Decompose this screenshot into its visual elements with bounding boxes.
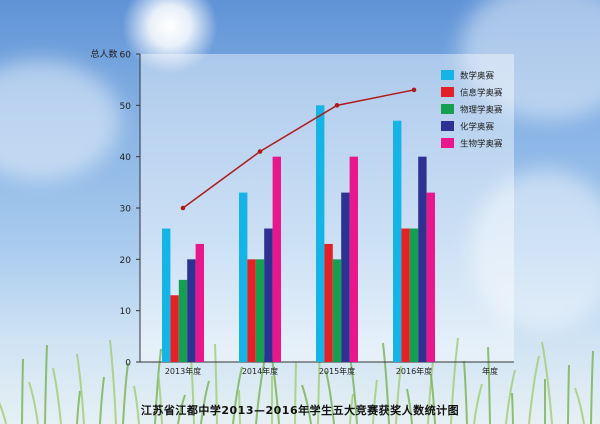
grass-blade xyxy=(382,342,390,424)
y-tick-label: 60 xyxy=(120,51,132,61)
grass-blade xyxy=(200,380,210,424)
grass-decoration xyxy=(0,337,594,424)
grass-blade xyxy=(44,344,48,424)
chart-bars xyxy=(162,105,435,362)
grass-blade xyxy=(567,364,570,424)
bar xyxy=(264,228,273,362)
y-tick-label: 10 xyxy=(120,307,132,317)
trend-line xyxy=(182,89,415,209)
bar xyxy=(349,156,358,362)
bar xyxy=(332,259,342,362)
y-tick-label: 30 xyxy=(120,205,132,215)
cloud xyxy=(470,170,600,330)
grass-blade xyxy=(505,369,516,424)
chart-title: 江苏省江都中学2013—2016年学生五大竞赛获奖人数统计图 xyxy=(140,404,460,417)
grass-blade xyxy=(487,346,491,424)
trend-point xyxy=(257,149,263,154)
legend-label: 物理学奥赛 xyxy=(460,105,503,116)
bar xyxy=(341,192,350,362)
grass-blade xyxy=(214,343,218,424)
grass-blade xyxy=(190,357,195,424)
x-tick-label: 2013年度 xyxy=(165,366,201,376)
legend-label: 化学奥赛 xyxy=(460,122,495,133)
grass-blade xyxy=(590,350,594,424)
grass-blade xyxy=(76,390,81,424)
grass-blade xyxy=(528,355,540,424)
bar xyxy=(239,192,248,362)
legend-label: 生物学奥赛 xyxy=(460,139,503,150)
bar xyxy=(316,105,325,362)
legend-swatch xyxy=(441,70,454,80)
grass-blade xyxy=(294,361,297,424)
grass-blade xyxy=(157,371,163,424)
bar xyxy=(418,156,427,362)
y-tick-label: 0 xyxy=(125,359,131,369)
grass-blade xyxy=(76,353,85,424)
grass-blade xyxy=(473,383,483,424)
y-axis-label: 总人数 xyxy=(90,48,117,60)
bar xyxy=(195,243,204,362)
bar xyxy=(187,259,196,362)
grass-blade xyxy=(28,381,39,424)
x-tick-label: 2015年度 xyxy=(319,366,355,376)
bar xyxy=(162,228,171,362)
legend-swatch xyxy=(441,87,454,97)
bar xyxy=(409,228,419,362)
legend-label: 数学奥赛 xyxy=(460,71,495,82)
grass-blade xyxy=(406,388,413,424)
x-axis-label: 年度 xyxy=(482,366,498,376)
grass-blade xyxy=(232,366,243,424)
grass-blade xyxy=(177,394,186,424)
bar xyxy=(401,228,410,362)
grass-blade xyxy=(122,362,129,424)
grass-blade xyxy=(511,392,514,424)
grass-blade xyxy=(349,393,354,424)
grass-blade xyxy=(463,360,468,424)
grass-blade xyxy=(325,370,335,424)
bar xyxy=(324,243,333,362)
y-tick-label: 20 xyxy=(120,256,132,266)
grass-blade xyxy=(154,348,162,424)
legend-swatch xyxy=(441,121,454,131)
grass-blade xyxy=(99,376,105,424)
sun-glow xyxy=(122,0,218,74)
grass-blade xyxy=(21,358,24,424)
x-tick-label: 2014年度 xyxy=(242,366,278,376)
bar xyxy=(426,192,435,362)
grass-blade xyxy=(0,402,7,424)
legend-swatch xyxy=(441,138,454,148)
grass-blade xyxy=(133,385,140,424)
bar xyxy=(247,259,256,362)
grass-blade xyxy=(541,341,553,424)
bar xyxy=(170,295,179,362)
y-tick-label: 40 xyxy=(120,153,132,163)
trend-point xyxy=(411,87,417,93)
grass-blade xyxy=(430,374,436,424)
grass-blade xyxy=(52,367,62,424)
grass-blade xyxy=(301,384,312,424)
grass-blade xyxy=(372,379,378,424)
legend-swatch xyxy=(441,104,454,114)
grass-blade xyxy=(238,389,241,424)
legend-label: 信息学奥赛 xyxy=(460,88,503,99)
bar xyxy=(393,120,402,362)
bar xyxy=(178,279,188,362)
bar xyxy=(272,156,281,362)
bar xyxy=(255,259,265,362)
grass-blade xyxy=(574,387,585,424)
grass-blade xyxy=(450,337,459,424)
x-tick-label: 2016年度 xyxy=(396,366,432,376)
trend-point xyxy=(334,103,340,108)
grass-blade xyxy=(109,339,117,424)
grass-blade xyxy=(395,365,402,424)
y-tick-label: 50 xyxy=(120,102,132,112)
trend-point xyxy=(180,205,186,211)
chart-trend-line xyxy=(180,87,417,211)
